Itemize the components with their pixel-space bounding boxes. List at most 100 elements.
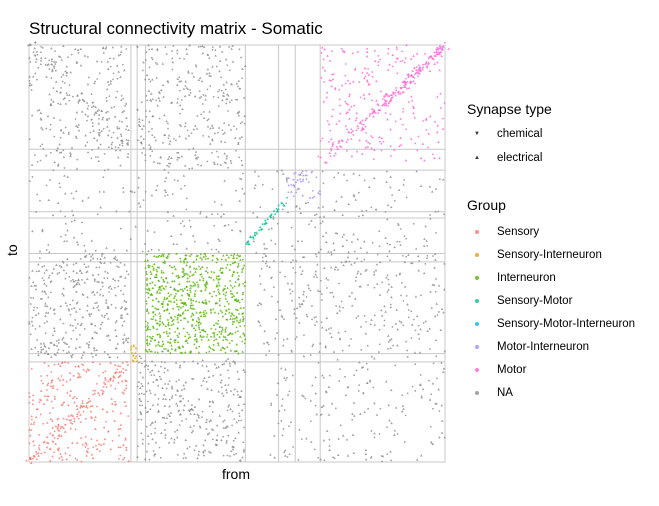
connection-point xyxy=(52,267,56,270)
connection-point xyxy=(316,289,320,292)
connection-point xyxy=(79,47,83,51)
connection-point xyxy=(385,276,388,279)
connection-point xyxy=(154,344,158,347)
connection-point xyxy=(109,447,113,451)
connection-point xyxy=(93,392,97,395)
connection-point xyxy=(178,276,180,279)
connection-point xyxy=(64,301,68,304)
connection-point xyxy=(375,99,378,102)
connection-point xyxy=(319,221,322,225)
connection-point xyxy=(163,296,166,299)
connection-point xyxy=(209,311,213,314)
connection-point xyxy=(177,313,181,316)
connection-point xyxy=(158,311,161,315)
connection-point xyxy=(170,49,174,52)
connection-point xyxy=(351,52,354,55)
connection-point xyxy=(34,415,38,419)
connection-point xyxy=(417,135,420,138)
connection-point xyxy=(172,296,176,299)
connection-point xyxy=(178,156,180,159)
connection-point xyxy=(29,457,33,460)
connection-point xyxy=(392,92,395,95)
connection-point xyxy=(87,76,90,79)
connection-point xyxy=(435,355,438,358)
connection-point xyxy=(186,129,189,132)
connection-point xyxy=(208,420,211,423)
connection-point xyxy=(204,288,207,291)
connection-point xyxy=(195,319,199,323)
connection-point xyxy=(157,300,160,303)
connection-point xyxy=(224,291,228,294)
connection-point xyxy=(158,286,162,289)
connection-point xyxy=(374,59,377,63)
connection-point xyxy=(435,48,438,51)
connection-point xyxy=(39,342,43,345)
connection-point xyxy=(225,440,228,442)
connection-point xyxy=(189,314,193,318)
connection-point xyxy=(168,295,171,298)
connection-point xyxy=(74,310,78,313)
connection-point xyxy=(291,374,294,377)
connection-point xyxy=(32,439,35,443)
connection-point xyxy=(147,312,150,315)
connection-point xyxy=(86,82,90,86)
connection-point xyxy=(317,155,320,158)
connection-point xyxy=(188,167,191,170)
connection-point xyxy=(253,170,257,173)
connection-point xyxy=(419,156,423,160)
connection-point xyxy=(156,333,159,336)
connection-point xyxy=(75,441,79,444)
connection-point xyxy=(31,403,34,406)
connection-point xyxy=(199,212,202,215)
connection-point xyxy=(302,354,306,358)
connection-point xyxy=(28,75,31,78)
connection-point xyxy=(266,247,268,250)
connection-point xyxy=(87,265,90,268)
connection-point xyxy=(338,98,341,101)
connection-point xyxy=(198,425,201,428)
connection-point xyxy=(36,407,39,411)
connection-point xyxy=(140,392,143,395)
connection-point xyxy=(242,172,244,175)
connection-point xyxy=(115,209,118,213)
connection-point xyxy=(375,209,378,211)
connection-point xyxy=(109,82,113,85)
connection-point xyxy=(181,288,184,291)
connection-point xyxy=(403,260,407,264)
connection-point xyxy=(338,305,341,308)
connection-point xyxy=(168,405,171,408)
connection-point xyxy=(205,311,208,314)
connection-point xyxy=(222,435,225,438)
connection-point xyxy=(177,308,180,311)
connection-point xyxy=(28,442,31,445)
connection-point xyxy=(436,61,439,64)
connection-point xyxy=(255,231,258,234)
connection-point xyxy=(120,45,123,48)
connection-point xyxy=(30,320,34,323)
connection-point xyxy=(31,75,35,78)
connection-point xyxy=(414,142,417,145)
connection-point xyxy=(432,362,435,365)
connection-point xyxy=(56,272,59,275)
connection-point xyxy=(237,274,240,277)
connection-point xyxy=(93,330,97,334)
connection-point xyxy=(371,107,374,110)
connection-point xyxy=(426,329,429,332)
connection-point xyxy=(167,137,170,140)
connection-point xyxy=(110,106,113,109)
connection-point xyxy=(439,50,443,53)
connection-point xyxy=(434,338,438,342)
connection-point xyxy=(137,380,141,383)
connection-point xyxy=(305,437,308,440)
connection-point xyxy=(167,412,170,416)
connection-point xyxy=(432,283,436,287)
connection-point xyxy=(41,128,44,131)
connection-point xyxy=(430,393,433,396)
connection-point xyxy=(97,280,101,283)
connection-point xyxy=(205,215,208,218)
connection-point xyxy=(95,447,99,451)
connection-point xyxy=(79,404,83,407)
connection-point xyxy=(191,377,194,380)
connection-point xyxy=(215,257,219,260)
connection-point xyxy=(170,265,174,269)
